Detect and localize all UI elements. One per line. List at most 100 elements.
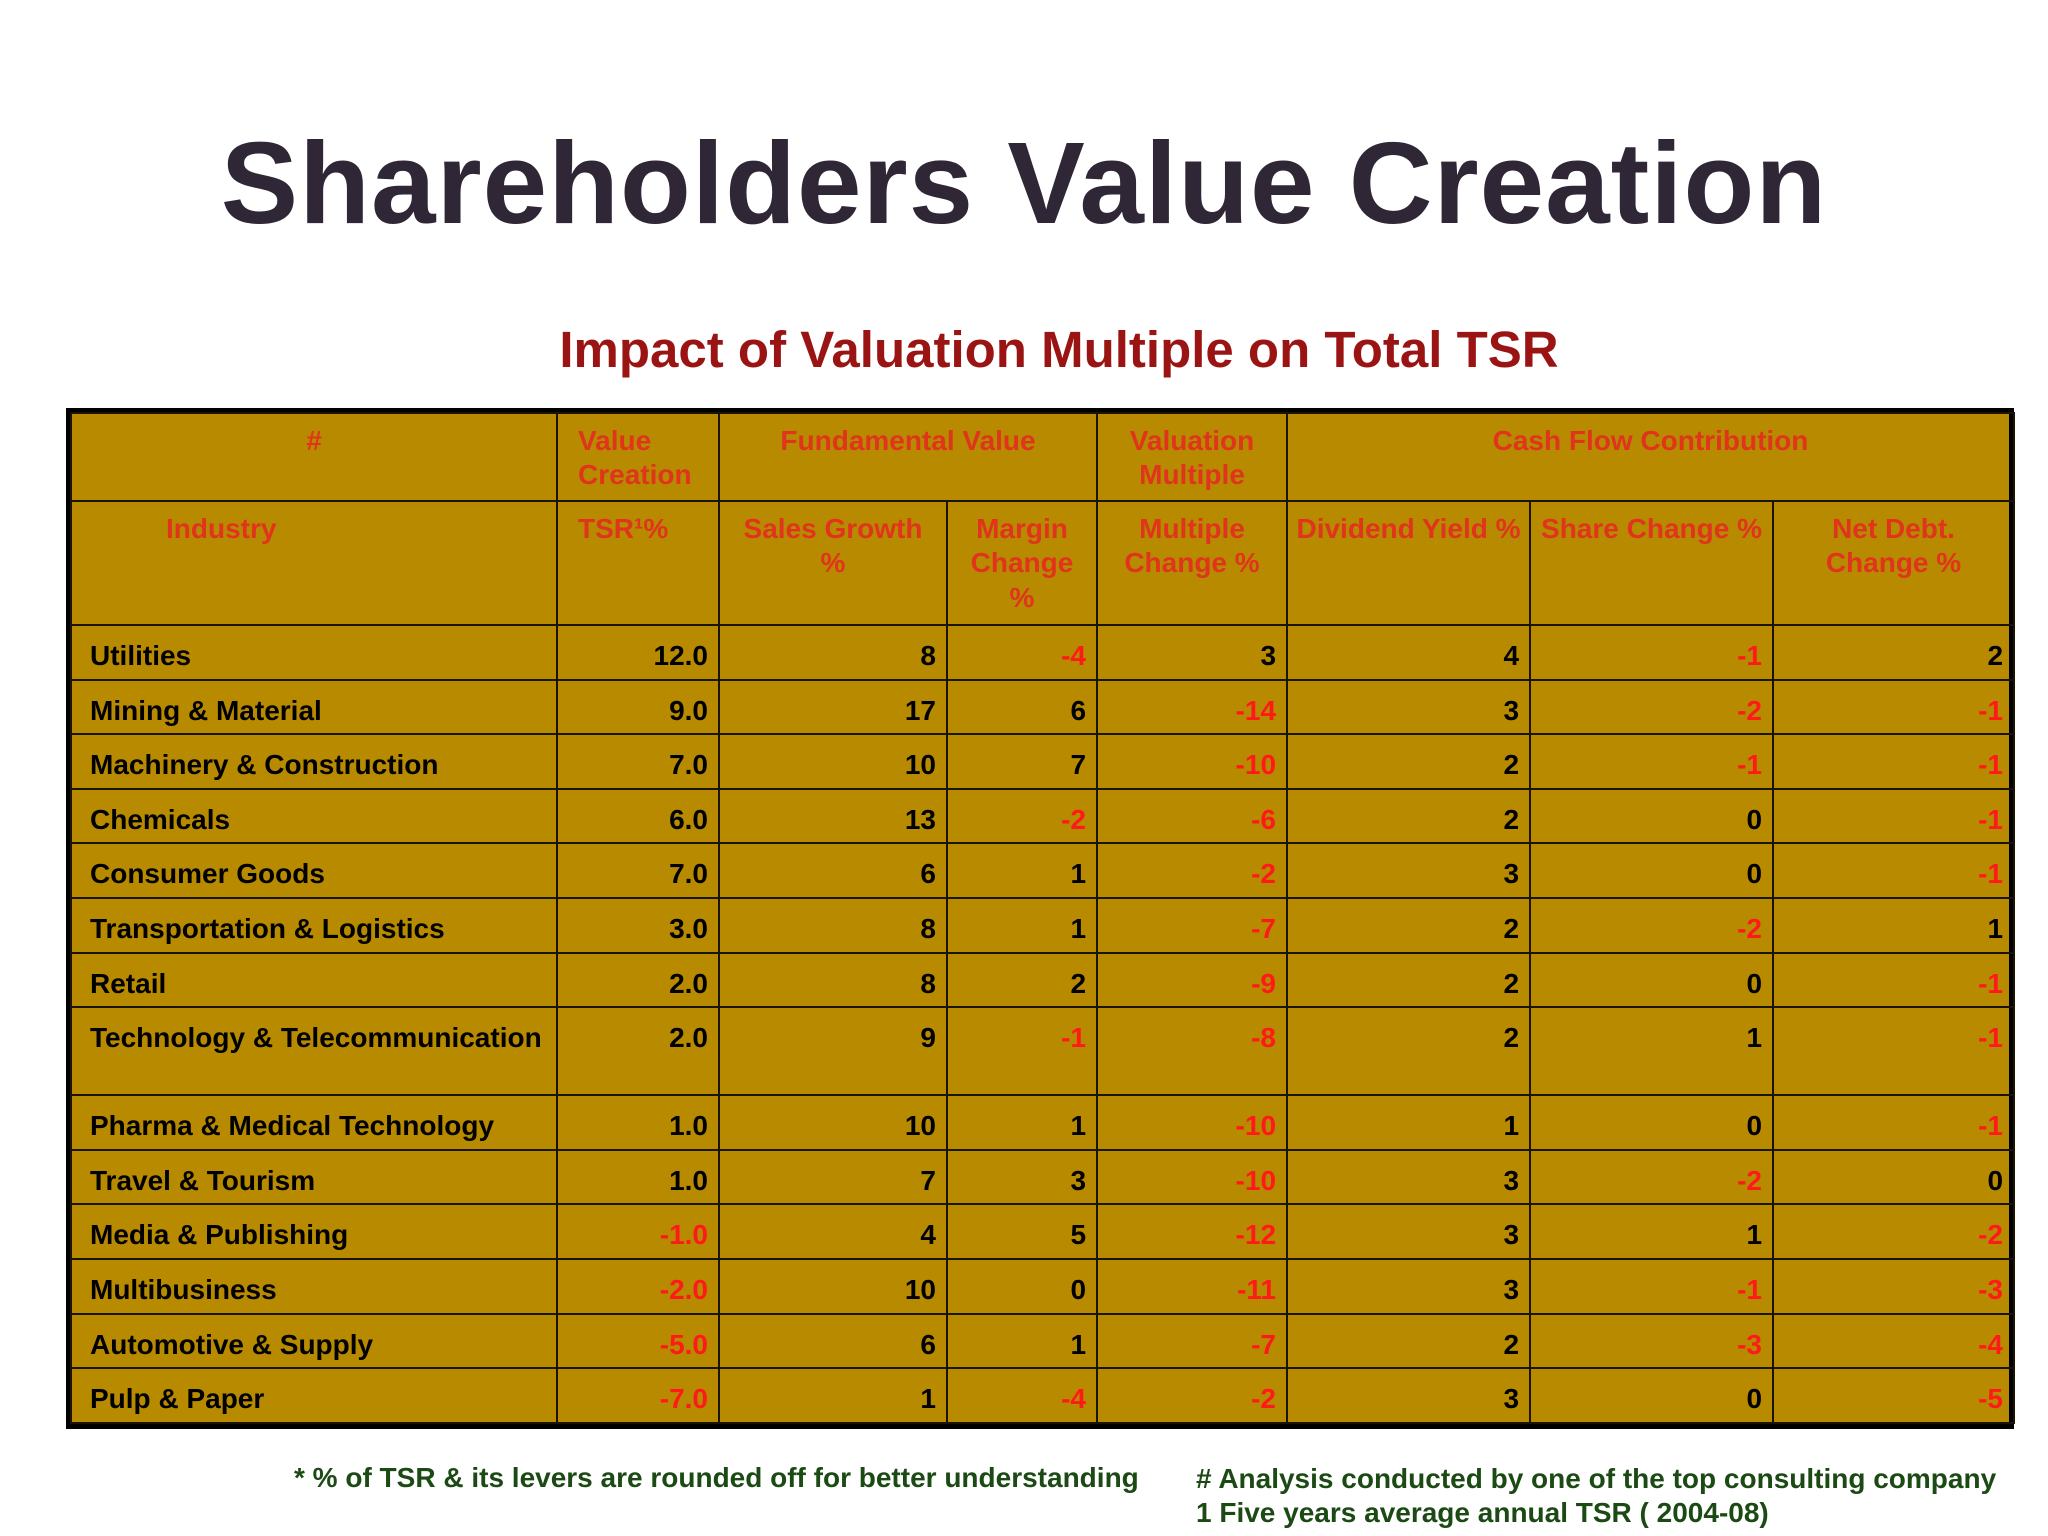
cell-industry: Technology & Telecommunication [70,1006,558,1097]
header-row-groups: # Value Creation Fundamental Value Valua… [70,412,2016,502]
header-multiple-change: Multiple Change % [1096,500,1289,626]
cell-sales-growth: 1 [718,1367,948,1424]
cell-margin-change: 1 [945,1312,1099,1370]
cell-share-change: 0 [1529,951,1775,1009]
cell-multiple-change: -7 [1096,896,1289,954]
cell-net-debt-change: -1 [1772,842,2016,899]
cell-dividend-yield: 2 [1286,1312,1532,1370]
table-row: Automotive & Supply -5.0 6 1 -7 2 -3 -4 [70,1312,2016,1370]
cell-industry: Media & Publishing [70,1203,558,1260]
table-row: Pulp & Paper -7.0 1 -4 -2 3 0 -5 [70,1367,2016,1424]
cell-dividend-yield: 3 [1286,842,1532,899]
cell-share-change: 0 [1529,1094,1775,1151]
table-row: Travel & Tourism 1.0 7 3 -10 3 -2 0 [70,1148,2016,1206]
cell-industry: Utilities [70,624,558,681]
cell-multiple-change: -12 [1096,1203,1289,1260]
footnote-tsr: 1 Five years average annual TSR ( 2004-0… [1196,1497,1769,1529]
cell-net-debt-change: 1 [1772,896,2016,954]
table-row: Pharma & Medical Technology 1.0 10 1 -10 1 0 -1 [70,1094,2016,1151]
cell-industry: Mining & Material [70,678,558,736]
table-row: Chemicals 6.0 13 -2 -6 2 0 -1 [70,787,2016,845]
cell-net-debt-change: -3 [1772,1257,2016,1315]
cell-dividend-yield: 2 [1286,1006,1532,1097]
cell-share-change: 1 [1529,1203,1775,1260]
header-share-change: Share Change % [1529,500,1775,626]
cell-dividend-yield: 2 [1286,733,1532,790]
footnote-analysis: # Analysis conducted by one of the top c… [1196,1463,1997,1494]
table-row: Consumer Goods 7.0 6 1 -2 3 0 -1 [70,842,2016,899]
cell-dividend-yield: 3 [1286,1148,1532,1206]
header-margin-change: Margin Change % [945,500,1099,626]
cell-net-debt-change: -1 [1772,1094,2016,1151]
cell-tsr: 2.0 [556,951,720,1009]
cell-share-change: -1 [1529,1257,1775,1315]
header-hash: # [70,412,558,502]
cell-tsr: 2.0 [556,1006,720,1097]
cell-margin-change: 0 [945,1257,1099,1315]
cell-dividend-yield: 4 [1286,624,1532,681]
cell-share-change: -2 [1529,896,1775,954]
table-row: Technology & Telecommunication 2.0 9 -1 -8 2 1… [70,1006,2016,1097]
cell-share-change: 1 [1529,1006,1775,1097]
header-dividend-yield: Dividend Yield % [1286,500,1532,626]
cell-net-debt-change: -1 [1772,678,2016,736]
cell-margin-change: 7 [945,733,1099,790]
header-valuation-multiple: Valuation Multiple [1096,412,1289,502]
footnote-block: # Analysis conducted by one of the top c… [1196,1462,1996,1530]
header-row-columns: Industry TSR¹% Sales Growth % Margin Cha… [70,500,2016,626]
cell-sales-growth: 9 [718,1006,948,1097]
cell-dividend-yield: 3 [1286,1257,1532,1315]
table-row: Transportation & Logistics 3.0 8 1 -7 2 -2 1 [70,896,2016,954]
cell-margin-change: 2 [945,951,1099,1009]
cell-industry: Multibusiness [70,1257,558,1315]
cell-sales-growth: 6 [718,842,948,899]
cell-net-debt-change: -1 [1772,1006,2016,1097]
cell-sales-growth: 8 [718,896,948,954]
cell-tsr: 1.0 [556,1094,720,1151]
cell-multiple-change: 3 [1096,624,1289,681]
cell-net-debt-change: 2 [1772,624,2016,681]
cell-industry: Pulp & Paper [70,1367,558,1424]
cell-share-change: 0 [1529,1367,1775,1424]
cell-multiple-change: -8 [1096,1006,1289,1097]
cell-net-debt-change: -1 [1772,787,2016,845]
cell-sales-growth: 10 [718,733,948,790]
cell-multiple-change: -14 [1096,678,1289,736]
cell-margin-change: 1 [945,842,1099,899]
cell-industry: Machinery & Construction [70,733,558,790]
cell-industry: Automotive & Supply [70,1312,558,1370]
cell-dividend-yield: 2 [1286,896,1532,954]
cell-margin-change: -1 [945,1006,1099,1097]
cell-tsr: 3.0 [556,896,720,954]
cell-sales-growth: 17 [718,678,948,736]
cell-share-change: -1 [1529,733,1775,790]
cell-net-debt-change: -2 [1772,1203,2016,1260]
table-row: Machinery & Construction 7.0 10 7 -10 2 -1 -1 [70,733,2016,790]
cell-share-change: 0 [1529,842,1775,899]
cell-industry: Travel & Tourism [70,1148,558,1206]
header-cash-flow-contribution: Cash Flow Contribution [1286,412,2016,502]
cell-net-debt-change: -1 [1772,951,2016,1009]
cell-dividend-yield: 3 [1286,1203,1532,1260]
table-body: Utilities 12.0 8 -4 3 4 -1 2 Mining & Material 9.… [70,624,2016,1424]
cell-dividend-yield: 3 [1286,678,1532,736]
cell-industry: Chemicals [70,787,558,845]
cell-multiple-change: -10 [1096,733,1289,790]
cell-tsr: 6.0 [556,787,720,845]
cell-tsr: 12.0 [556,624,720,681]
cell-margin-change: -2 [945,787,1099,845]
cell-tsr: 7.0 [556,842,720,899]
cell-dividend-yield: 1 [1286,1094,1532,1151]
cell-multiple-change: -11 [1096,1257,1289,1315]
cell-dividend-yield: 2 [1286,787,1532,845]
tsr-table-container: # Value Creation Fundamental Value Valua… [66,408,2016,1429]
cell-tsr: 7.0 [556,733,720,790]
cell-tsr: -1.0 [556,1203,720,1260]
cell-tsr: 9.0 [556,678,720,736]
cell-sales-growth: 10 [718,1257,948,1315]
cell-margin-change: 6 [945,678,1099,736]
cell-dividend-yield: 2 [1286,951,1532,1009]
table-row: Media & Publishing -1.0 4 5 -12 3 1 -2 [70,1203,2016,1260]
header-fundamental-value: Fundamental Value [717,412,1099,502]
cell-share-change: 0 [1529,787,1775,845]
